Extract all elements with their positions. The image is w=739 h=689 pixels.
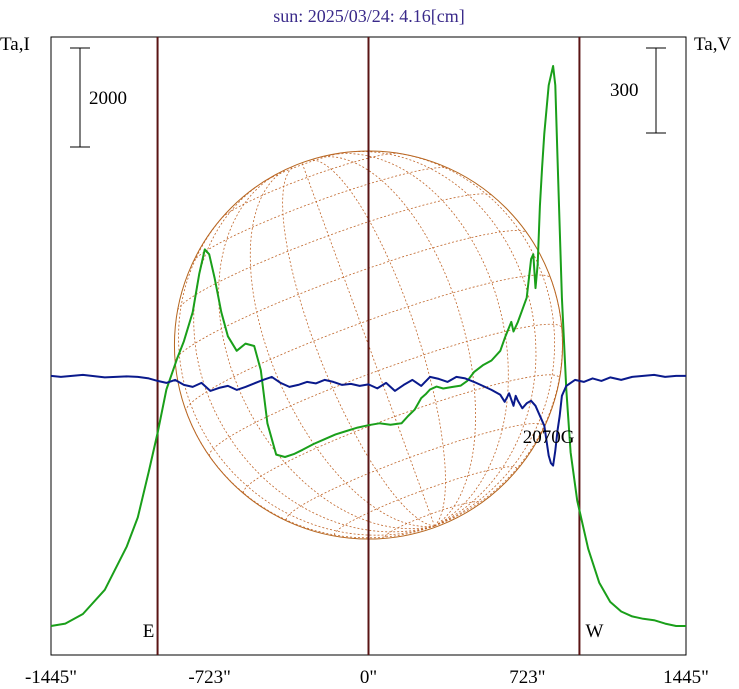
x-tick-label-1: -723" xyxy=(188,667,231,688)
intensity-scale-bar: 2000 xyxy=(70,47,127,148)
polarization-scale-bar: 300 xyxy=(610,47,666,134)
polarization-scale-label: 300 xyxy=(610,80,639,101)
longitude-line-4 xyxy=(249,168,435,527)
longitude-line-0 xyxy=(185,411,435,539)
latitude-line-5 xyxy=(185,274,552,412)
latitude-line-1 xyxy=(334,466,518,536)
series-V-line xyxy=(50,373,686,467)
x-tick-label-4: 1445" xyxy=(663,667,709,688)
chart-title: sun: 2025/03/24: 4.16[cm] xyxy=(273,6,465,26)
latitude-line-6 xyxy=(174,230,528,362)
x-tick-label-2: 0" xyxy=(360,667,377,688)
longitude-line-3 xyxy=(218,174,435,530)
longitude-line-1 xyxy=(178,210,435,536)
latitude-line-9 xyxy=(221,152,399,218)
longitude-line-5 xyxy=(282,165,435,527)
x-tick-labels: -1445" -723" 0" 723" 1445" xyxy=(25,667,709,688)
latitude-line-7 xyxy=(177,193,492,311)
annotation-0: 2070G xyxy=(523,427,575,448)
right-axis-label: Ta,V xyxy=(694,34,731,55)
solar-disk-grid xyxy=(173,150,564,540)
latitude-line-0 xyxy=(384,501,480,537)
longitude-line-7 xyxy=(309,159,446,527)
latitude-line-8 xyxy=(193,167,449,262)
x-tick-label-0: -1445" xyxy=(25,667,77,688)
x-tick-label-3: 723" xyxy=(509,667,545,688)
marker-label-w: W xyxy=(585,621,603,642)
latitude-line-4 xyxy=(208,323,563,457)
intensity-scale-label: 2000 xyxy=(89,88,127,109)
longitude-line-6 xyxy=(301,162,435,527)
annotations: 2070G xyxy=(523,427,575,448)
series-layer xyxy=(50,65,686,627)
longitude-line-11 xyxy=(388,151,556,527)
marker-label-e: E xyxy=(143,621,155,642)
longitude-line-9 xyxy=(329,153,509,527)
left-axis-label: Ta,I xyxy=(0,34,30,55)
longitude-line-8 xyxy=(316,156,476,527)
longitude-line-10 xyxy=(344,151,537,527)
longitude-line-2 xyxy=(193,181,435,533)
series-I-line xyxy=(50,65,686,627)
